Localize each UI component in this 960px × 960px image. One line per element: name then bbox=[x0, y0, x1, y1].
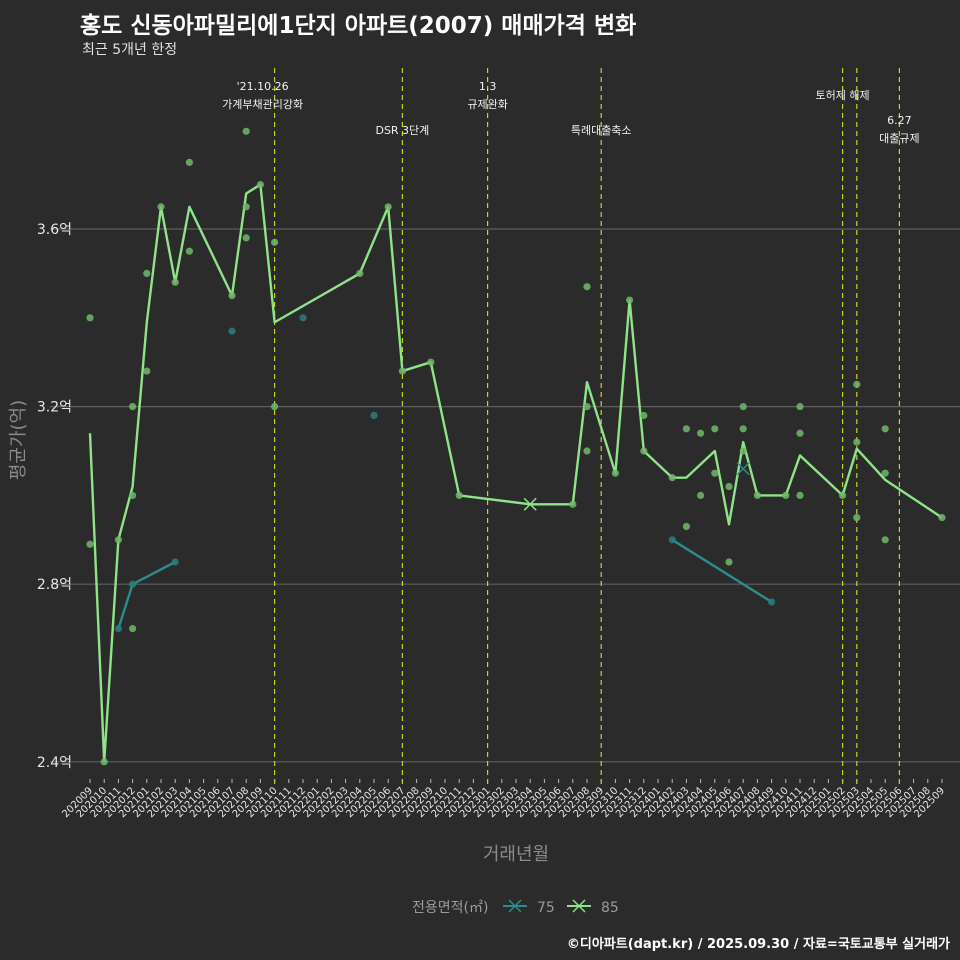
data-point-85 bbox=[129, 491, 137, 499]
data-point-85 bbox=[697, 429, 705, 437]
data-point-85 bbox=[881, 469, 889, 477]
data-point-85 bbox=[157, 203, 165, 211]
data-point-75 bbox=[228, 327, 236, 335]
event-label: 6.27 bbox=[887, 114, 912, 127]
data-point-85 bbox=[853, 380, 861, 388]
data-point-85 bbox=[739, 403, 747, 411]
data-point-85 bbox=[256, 181, 264, 189]
y-tick-label: 2.8억 bbox=[37, 577, 72, 593]
cross-marker-75 bbox=[736, 462, 750, 476]
data-point-85 bbox=[711, 469, 719, 477]
event-label: 가계부채관리강화 bbox=[222, 98, 303, 111]
event-label: 규제완화 bbox=[467, 98, 507, 111]
data-point-85 bbox=[271, 238, 279, 246]
data-point-85 bbox=[100, 758, 108, 766]
y-tick-label: 3.2억 bbox=[37, 400, 72, 416]
data-point-85 bbox=[640, 447, 648, 455]
data-point-75 bbox=[668, 536, 676, 544]
legend-title: 전용면적(㎡) bbox=[412, 900, 488, 916]
data-point-85 bbox=[711, 425, 719, 433]
data-point-85 bbox=[86, 314, 94, 322]
data-point-75 bbox=[114, 625, 122, 633]
data-point-85 bbox=[242, 127, 250, 135]
event-label: 1.3 bbox=[479, 80, 497, 93]
legend-key-cross-icon bbox=[572, 899, 586, 913]
chart-subtitle: 최근 5개년 한정 bbox=[82, 42, 178, 58]
data-point-85 bbox=[455, 491, 463, 499]
y-tick-label: 3.6억 bbox=[37, 222, 72, 238]
data-point-85 bbox=[583, 447, 591, 455]
data-point-75 bbox=[768, 598, 776, 606]
data-point-85 bbox=[242, 234, 250, 242]
data-point-85 bbox=[725, 482, 733, 491]
y-axis-title: 평균가(억) bbox=[8, 400, 29, 480]
data-point-85 bbox=[739, 447, 747, 455]
data-point-85 bbox=[626, 296, 634, 304]
chart-title: 홍도 신동아파밀리에1단지 아파트(2007) 매매가격 변화 bbox=[80, 13, 637, 39]
data-point-85 bbox=[427, 358, 435, 366]
event-label: 특례대출축소 bbox=[571, 124, 632, 137]
data-point-85 bbox=[129, 625, 137, 633]
legend-label-85: 85 bbox=[601, 900, 619, 916]
data-point-85 bbox=[782, 491, 790, 499]
series-line-85 bbox=[88, 183, 943, 763]
data-point-85 bbox=[796, 429, 804, 437]
data-point-85 bbox=[143, 269, 151, 277]
data-point-85 bbox=[853, 514, 861, 522]
data-point-85 bbox=[143, 367, 151, 375]
series-line-75 bbox=[671, 538, 773, 603]
data-point-85 bbox=[668, 474, 676, 482]
data-point-85 bbox=[881, 536, 889, 544]
data-point-75 bbox=[299, 314, 307, 322]
data-point-85 bbox=[697, 491, 705, 499]
data-point-85 bbox=[725, 558, 733, 566]
data-point-85 bbox=[228, 292, 236, 300]
data-point-75 bbox=[171, 558, 179, 566]
data-point-85 bbox=[171, 278, 179, 286]
data-point-85 bbox=[611, 469, 620, 477]
data-point-85 bbox=[853, 438, 861, 446]
x-axis-title: 거래년월 bbox=[483, 844, 549, 865]
cross-marker-85 bbox=[523, 497, 537, 511]
data-point-85 bbox=[384, 203, 392, 211]
event-label: 대출규제 bbox=[879, 132, 919, 145]
data-point-85 bbox=[739, 425, 747, 433]
data-point-85 bbox=[583, 283, 591, 291]
data-point-85 bbox=[753, 491, 762, 499]
series-line-75 bbox=[117, 560, 176, 629]
data-point-75 bbox=[129, 580, 137, 588]
data-point-85 bbox=[242, 203, 250, 211]
data-point-85 bbox=[356, 269, 364, 277]
data-point-85 bbox=[271, 403, 279, 411]
legend-label-75: 75 bbox=[537, 900, 555, 916]
data-point-75 bbox=[370, 411, 378, 420]
event-label: DSR 3단계 bbox=[375, 124, 429, 137]
data-point-85 bbox=[796, 491, 804, 499]
data-point-85 bbox=[640, 411, 648, 420]
data-point-85 bbox=[114, 536, 122, 544]
source-caption: ©디아파트(dapt.kr) / 2025.09.30 / 자료=국토교통부 실… bbox=[566, 937, 950, 952]
data-point-85 bbox=[682, 522, 691, 531]
data-point-85 bbox=[583, 403, 591, 411]
data-point-85 bbox=[185, 247, 193, 255]
data-point-85 bbox=[569, 500, 577, 508]
data-point-85 bbox=[398, 367, 406, 375]
data-point-85 bbox=[86, 540, 94, 548]
data-point-85 bbox=[185, 158, 193, 166]
data-point-85 bbox=[129, 403, 137, 411]
event-label: '21.10.26 bbox=[237, 80, 289, 93]
data-point-85 bbox=[682, 425, 691, 433]
data-point-85 bbox=[938, 514, 946, 522]
y-tick-label: 2.4억 bbox=[37, 755, 72, 771]
legend-key-cross-icon bbox=[508, 899, 522, 913]
event-label: 토허제 해제 bbox=[816, 88, 870, 102]
data-point-85 bbox=[796, 403, 804, 411]
data-point-85 bbox=[839, 491, 847, 499]
data-point-85 bbox=[881, 425, 889, 433]
